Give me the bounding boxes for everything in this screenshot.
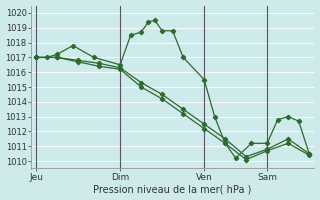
X-axis label: Pression niveau de la mer( hPa ): Pression niveau de la mer( hPa ): [93, 184, 252, 194]
